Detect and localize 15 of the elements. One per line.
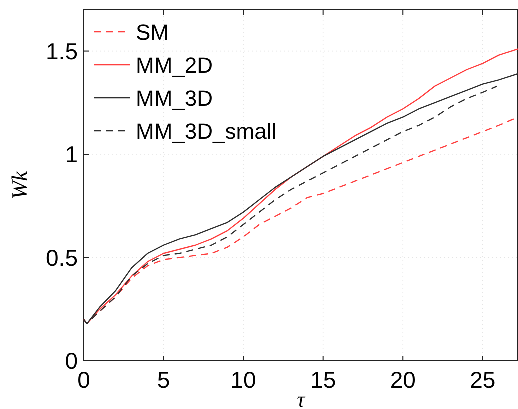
legend-label: MM_3D: [136, 86, 214, 111]
x-tick-label: 5: [157, 367, 170, 393]
legend-label: SM: [136, 20, 169, 45]
y-axis-title: Wk: [7, 170, 32, 200]
x-tick-label: 15: [310, 367, 336, 393]
x-axis-title: τ: [297, 387, 306, 409]
y-tick-label: 0: [65, 348, 78, 374]
x-tick-label: 20: [390, 367, 416, 393]
legend-label: MM_2D: [136, 53, 214, 78]
legend-label: MM_3D_small: [136, 119, 277, 144]
x-tick-label: 10: [230, 367, 256, 393]
y-tick-label: 1: [65, 142, 78, 168]
x-tick-label: 25: [470, 367, 496, 393]
y-tick-label: 1.5: [46, 38, 78, 64]
y-tick-label: 0.5: [46, 244, 78, 271]
